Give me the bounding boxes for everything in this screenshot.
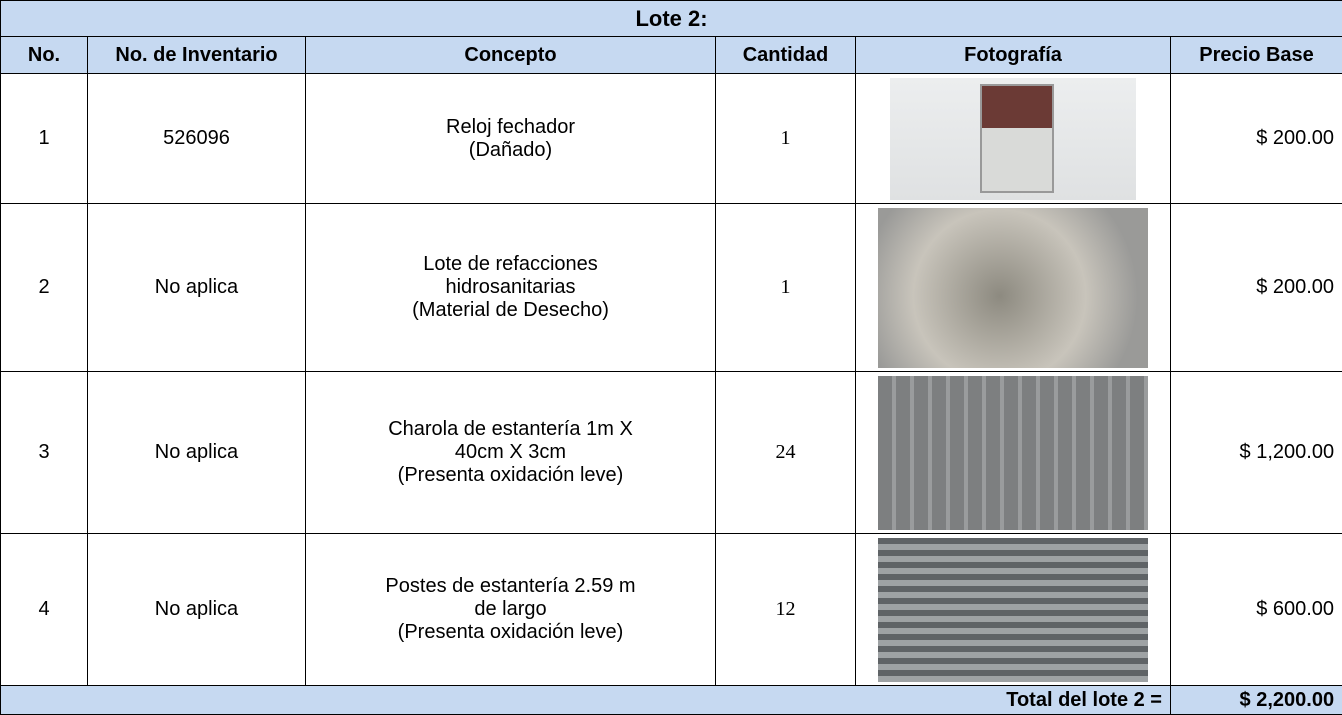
concept: Charola de estantería 1m X 40cm X 3cm (Pre… <box>305 371 716 534</box>
table-body: 1 526096 Reloj fechador (Dañado) 1 $ 200.00 2 N… <box>0 73 1342 686</box>
concept: Lote de refacciones hidrosanitarias (Mater… <box>305 203 716 372</box>
concept-line: 40cm X 3cm <box>454 441 567 463</box>
photo-cell <box>855 203 1171 372</box>
concept-line: Postes de estantería 2.59 m <box>385 575 636 597</box>
inventory-number: 526096 <box>87 73 306 204</box>
concept-line: (Dañado) <box>468 138 553 161</box>
base-price: $ 200.00 <box>1169 73 1342 204</box>
header-row: No. No. de Inventario Concepto Cantidad Foto… <box>0 36 1342 74</box>
title-row: Lote 2: <box>0 0 1342 37</box>
inventory-number: No aplica <box>87 203 306 372</box>
total-label: Total del lote 2 = <box>0 685 1171 715</box>
base-price: $ 600.00 <box>1169 533 1342 686</box>
table-title: Lote 2: <box>0 0 1342 37</box>
column-header: No. <box>0 36 88 74</box>
inventory-number: No aplica <box>87 533 306 686</box>
quantity: 24 <box>715 371 856 534</box>
item-row: 3 No aplica Charola de estantería 1m X 40cm… <box>0 371 1342 534</box>
column-header: Precio Base <box>1169 36 1342 74</box>
concept-line: de largo <box>474 598 547 620</box>
concept-line: (Presenta oxidación leve) <box>397 621 624 643</box>
photo <box>878 537 1148 682</box>
column-header: Concepto <box>305 36 716 74</box>
base-price: $ 200.00 <box>1169 203 1342 372</box>
column-header: Fotografía <box>855 36 1171 74</box>
item-number: 1 <box>0 73 88 204</box>
item-row: 4 No aplica Postes de estantería 2.59 m de … <box>0 533 1342 686</box>
photo-cell <box>855 73 1171 204</box>
total-value: $ 2,200.00 <box>1169 685 1342 715</box>
item-row: 1 526096 Reloj fechador (Dañado) 1 $ 200.00 <box>0 73 1342 204</box>
quantity: 12 <box>715 533 856 686</box>
column-header: Cantidad <box>715 36 856 74</box>
photo-cell <box>855 533 1171 686</box>
inventory-number: No aplica <box>87 371 306 534</box>
item-number: 2 <box>0 203 88 372</box>
concept-line: Charola de estantería 1m X <box>388 418 633 440</box>
quantity: 1 <box>715 203 856 372</box>
item-row: 2 No aplica Lote de refacciones hidrosanita… <box>0 203 1342 372</box>
concept-line: Lote de refacciones <box>423 253 598 275</box>
concept-line: (Material de Desecho) <box>412 299 609 321</box>
column-header: No. de Inventario <box>87 36 306 74</box>
concept-line: (Presenta oxidación leve) <box>397 464 624 486</box>
total-row: Total del lote 2 = $ 2,200.00 <box>0 685 1342 715</box>
concept-line: Reloj fechador <box>446 115 575 138</box>
base-price: $ 1,200.00 <box>1169 371 1342 534</box>
item-number: 4 <box>0 533 88 686</box>
photo <box>878 375 1148 530</box>
quantity: 1 <box>715 73 856 204</box>
photo-cell <box>855 371 1171 534</box>
photo <box>890 77 1136 200</box>
item-number: 3 <box>0 371 88 534</box>
concept: Postes de estantería 2.59 m de largo (Pres… <box>305 533 716 686</box>
photo <box>878 207 1148 368</box>
device <box>980 83 1054 193</box>
concept-line: hidrosanitarias <box>445 276 576 298</box>
concept: Reloj fechador (Dañado) <box>305 73 716 204</box>
